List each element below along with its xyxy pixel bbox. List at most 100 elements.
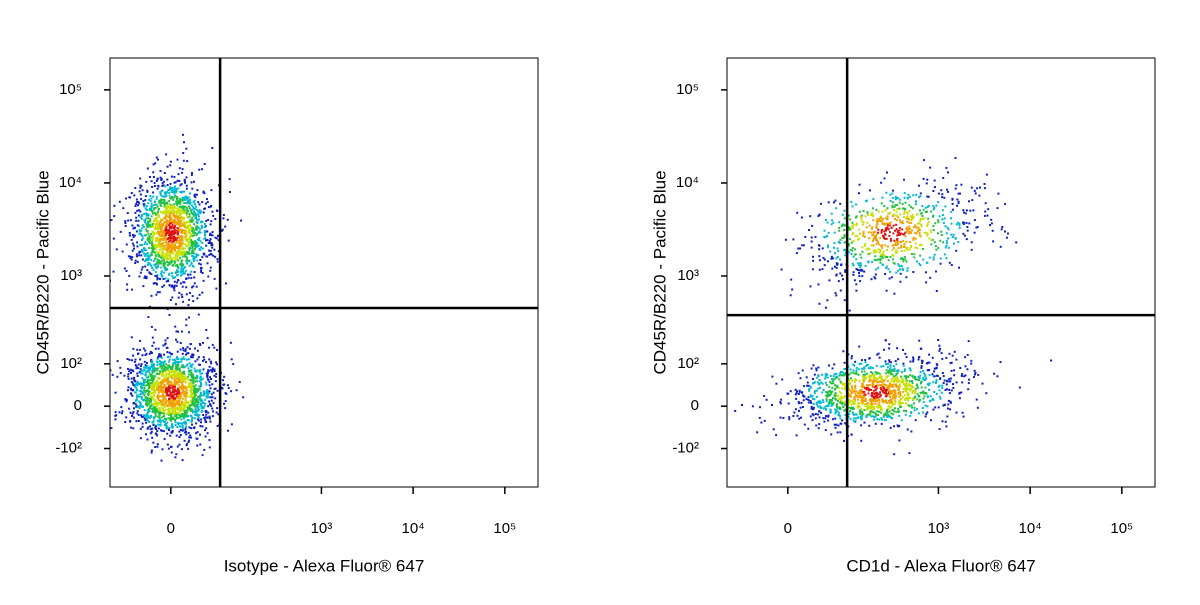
event-dot xyxy=(885,227,887,229)
event-dot xyxy=(179,243,181,245)
event-dot xyxy=(924,373,926,375)
event-dot xyxy=(181,172,183,174)
event-dot xyxy=(216,237,218,239)
event-dot xyxy=(149,208,151,210)
event-dot xyxy=(122,251,124,253)
event-dot xyxy=(850,404,852,406)
event-dot xyxy=(170,227,172,229)
event-dot xyxy=(826,400,828,402)
event-dot xyxy=(208,358,210,360)
event-dot xyxy=(987,208,989,210)
event-dot xyxy=(875,371,877,373)
event-dot xyxy=(127,376,129,378)
event-dot xyxy=(194,208,196,210)
event-dot xyxy=(215,361,217,363)
event-dot xyxy=(209,270,211,272)
event-dot xyxy=(144,199,146,201)
event-dot xyxy=(893,214,895,216)
event-dot xyxy=(178,227,180,229)
event-dot xyxy=(138,233,140,235)
event-dot xyxy=(203,280,205,282)
event-dot xyxy=(180,379,182,381)
event-dot xyxy=(180,239,182,241)
event-dot xyxy=(183,386,185,388)
event-dot xyxy=(978,195,980,197)
event-dot xyxy=(155,415,157,417)
event-dot xyxy=(165,234,167,236)
event-dot xyxy=(137,381,139,383)
event-dot xyxy=(852,240,854,242)
event-dot xyxy=(951,370,953,372)
event-dot xyxy=(812,382,814,384)
event-dot xyxy=(885,363,887,365)
event-dot xyxy=(171,297,173,299)
event-dot xyxy=(162,184,164,186)
event-dot xyxy=(143,414,145,416)
event-dot xyxy=(829,251,831,253)
event-dot xyxy=(174,207,176,209)
event-dot xyxy=(915,200,917,202)
event-dot xyxy=(893,247,895,249)
event-dot xyxy=(947,191,949,193)
event-dot xyxy=(885,256,887,258)
event-dot xyxy=(151,377,153,379)
event-dot xyxy=(168,274,170,276)
event-dot xyxy=(905,276,907,278)
event-dot xyxy=(824,264,826,266)
event-dot xyxy=(140,437,142,439)
event-dot xyxy=(190,374,192,376)
event-dot xyxy=(180,282,182,284)
event-dot xyxy=(163,278,165,280)
event-dot xyxy=(874,252,876,254)
event-dot xyxy=(887,228,889,230)
event-dot xyxy=(154,201,156,203)
event-dot xyxy=(160,354,162,356)
event-dot xyxy=(201,400,203,402)
event-dot xyxy=(172,199,174,201)
event-dot xyxy=(127,220,129,222)
event-dot xyxy=(191,421,193,423)
event-dot xyxy=(135,387,137,389)
event-dot xyxy=(154,212,156,214)
event-dot xyxy=(964,356,966,358)
event-dot xyxy=(200,379,202,381)
event-dot xyxy=(991,222,993,224)
event-dot xyxy=(173,277,175,279)
event-dot xyxy=(844,217,846,219)
event-dot xyxy=(838,280,840,282)
event-dot xyxy=(904,192,906,194)
event-dot xyxy=(189,203,191,205)
event-dot xyxy=(152,410,154,412)
event-dot xyxy=(149,353,151,355)
event-dot xyxy=(893,425,895,427)
event-dot xyxy=(163,231,165,233)
event-dot xyxy=(204,226,206,228)
event-dot xyxy=(155,225,157,227)
event-dot xyxy=(175,384,177,386)
event-dot xyxy=(907,194,909,196)
event-dot xyxy=(952,203,954,205)
event-dot xyxy=(929,277,931,279)
event-dot xyxy=(152,403,154,405)
event-dot xyxy=(836,376,838,378)
event-dot xyxy=(189,348,191,350)
event-dot xyxy=(200,385,202,387)
event-dot xyxy=(826,235,828,237)
event-dot xyxy=(946,383,948,385)
event-dot xyxy=(873,419,875,421)
event-dot xyxy=(206,391,208,393)
event-dot xyxy=(142,373,144,375)
event-dot xyxy=(900,273,902,275)
event-dot xyxy=(162,239,164,241)
event-dot xyxy=(167,337,169,339)
event-dot xyxy=(877,414,879,416)
event-dot xyxy=(171,452,173,454)
event-dot xyxy=(137,224,139,226)
event-dot xyxy=(127,212,129,214)
event-dot xyxy=(812,364,814,366)
event-dot xyxy=(975,192,977,194)
event-dot xyxy=(227,219,229,221)
event-dot xyxy=(863,391,865,393)
event-dot xyxy=(196,438,198,440)
